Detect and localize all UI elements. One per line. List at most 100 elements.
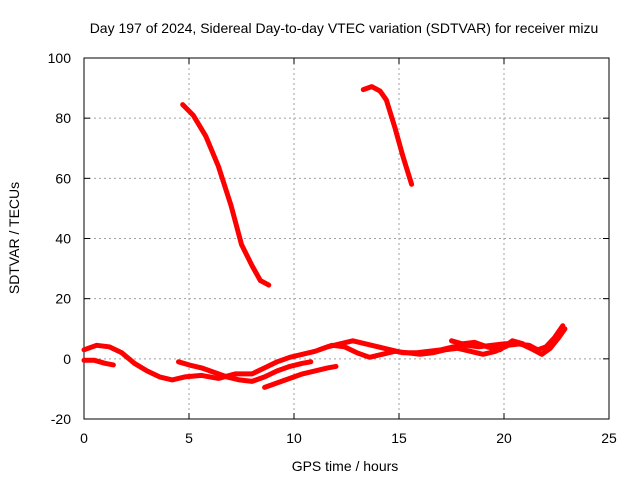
series-line-baseline-b xyxy=(81,357,116,368)
data-point xyxy=(200,373,204,377)
data-point xyxy=(443,348,447,352)
data-point xyxy=(187,363,191,367)
data-point xyxy=(145,369,149,373)
data-point xyxy=(355,351,359,355)
data-point xyxy=(460,342,464,346)
data-point xyxy=(191,113,195,117)
data-point xyxy=(380,352,384,356)
data-point xyxy=(107,345,111,349)
y-tick-label: -20 xyxy=(51,411,71,427)
x-tick-label: 10 xyxy=(286,430,302,446)
chart-title: Day 197 of 2024, Sidereal Day-to-day VTE… xyxy=(90,20,599,36)
y-axis-label: SDTVAR / TECUs xyxy=(6,182,22,294)
data-point xyxy=(481,352,485,356)
data-point xyxy=(225,375,229,379)
data-point xyxy=(216,376,220,380)
series-line-descent-1 xyxy=(180,102,272,288)
data-point xyxy=(376,345,380,349)
data-point xyxy=(183,375,187,379)
x-tick-label: 5 xyxy=(185,430,193,446)
x-axis-label: GPS time / hours xyxy=(292,458,399,474)
data-point xyxy=(103,361,107,365)
y-tick-label: 20 xyxy=(55,291,71,307)
data-point xyxy=(473,340,477,344)
data-point xyxy=(384,98,388,102)
data-point xyxy=(548,346,552,350)
data-point xyxy=(401,155,405,159)
data-point xyxy=(521,342,525,346)
data-point xyxy=(263,385,267,389)
data-point xyxy=(200,366,204,370)
data-point xyxy=(212,370,216,374)
grid-lines xyxy=(84,58,609,419)
data-point xyxy=(250,264,254,268)
data-point xyxy=(309,360,313,364)
data-point xyxy=(405,351,409,355)
series-line-descent-2 xyxy=(360,84,415,187)
data-point xyxy=(132,361,136,365)
data-point xyxy=(258,279,262,283)
data-point xyxy=(93,358,96,362)
data-point xyxy=(510,339,514,343)
data-point xyxy=(540,352,544,356)
data-point xyxy=(313,369,317,373)
x-tick-label: 15 xyxy=(391,430,407,446)
data-point xyxy=(544,345,548,349)
series-line-baseline-e xyxy=(316,326,568,360)
data-point xyxy=(229,203,233,207)
data-point xyxy=(275,369,279,373)
data-point xyxy=(170,378,174,382)
data-point xyxy=(240,243,243,246)
data-point xyxy=(330,343,334,347)
data-point xyxy=(317,348,321,352)
data-point xyxy=(361,88,365,92)
data-point xyxy=(267,283,271,287)
data-point xyxy=(95,343,99,347)
data-point xyxy=(410,182,414,186)
data-point xyxy=(82,348,86,352)
data-point xyxy=(431,351,435,355)
data-point xyxy=(300,352,304,356)
data-point xyxy=(300,372,304,376)
data-point xyxy=(120,351,124,355)
data-point xyxy=(456,346,460,350)
data-point xyxy=(342,345,346,349)
data-point xyxy=(82,358,86,362)
data-point xyxy=(275,360,279,364)
data-point xyxy=(563,327,567,331)
data-point xyxy=(378,89,382,93)
data-point xyxy=(561,324,565,328)
data-point xyxy=(498,348,502,352)
y-tick-label: 40 xyxy=(55,231,71,247)
data-point xyxy=(393,125,397,129)
data-point xyxy=(393,349,397,353)
data-point xyxy=(250,379,254,383)
data-point xyxy=(368,355,372,359)
data-point xyxy=(450,339,453,343)
data-point xyxy=(275,381,279,385)
data-series xyxy=(81,84,568,390)
data-point xyxy=(204,134,208,138)
data-point xyxy=(370,85,374,89)
x-tick-label: 20 xyxy=(496,430,512,446)
series-line-baseline-c xyxy=(176,359,314,384)
data-point xyxy=(300,361,304,365)
x-tick-label: 25 xyxy=(601,430,617,446)
data-point xyxy=(334,364,338,368)
data-point xyxy=(288,376,292,380)
data-point xyxy=(263,375,267,379)
y-tick-label: 100 xyxy=(48,50,72,66)
x-tick-label: 0 xyxy=(80,430,88,446)
data-point xyxy=(263,366,267,370)
data-point xyxy=(288,364,292,368)
data-point xyxy=(468,349,472,353)
data-point xyxy=(250,372,254,376)
data-point xyxy=(363,342,367,346)
data-point xyxy=(326,366,330,370)
data-point xyxy=(351,339,355,343)
y-tick-label: 60 xyxy=(55,170,71,186)
data-point xyxy=(485,345,489,349)
data-point xyxy=(216,164,220,168)
data-point xyxy=(418,352,422,356)
